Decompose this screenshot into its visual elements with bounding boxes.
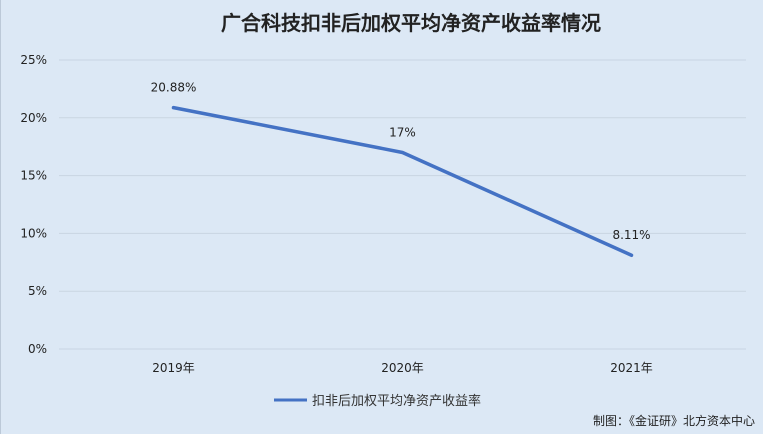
chart-title: 广合科技扣非后加权平均净资产收益率情况 [221,11,601,35]
gridlines [59,59,746,350]
y-tick-label: 15% [20,169,47,183]
y-tick-label: 0% [28,342,47,356]
x-axis-ticks: 2019年 2020年 2021年 [152,361,653,375]
x-tick-label: 2020年 [381,361,424,375]
y-tick-label: 5% [28,284,47,298]
y-tick-label: 25% [20,53,47,67]
x-tick-label: 2021年 [610,361,653,375]
y-tick-label: 20% [20,111,47,125]
data-label: 20.88% [151,81,197,95]
source-note: 制图：《金证研》北方资本中心 [593,413,755,428]
series-line [171,105,634,257]
data-label: 17% [389,125,416,139]
legend-label: 扣非后加权平均净资产收益率 [312,393,481,409]
y-tick-label: 10% [20,226,47,240]
data-label: 8.11% [612,228,650,242]
legend: 扣非后加权平均净资产收益率 [274,393,481,409]
y-axis-ticks: 0% 5% 10% 15% 20% 25% [20,53,47,356]
x-tick-label: 2019年 [152,361,195,375]
data-labels: 20.88% 17% 8.11% [151,81,651,243]
series-lines [171,105,634,257]
